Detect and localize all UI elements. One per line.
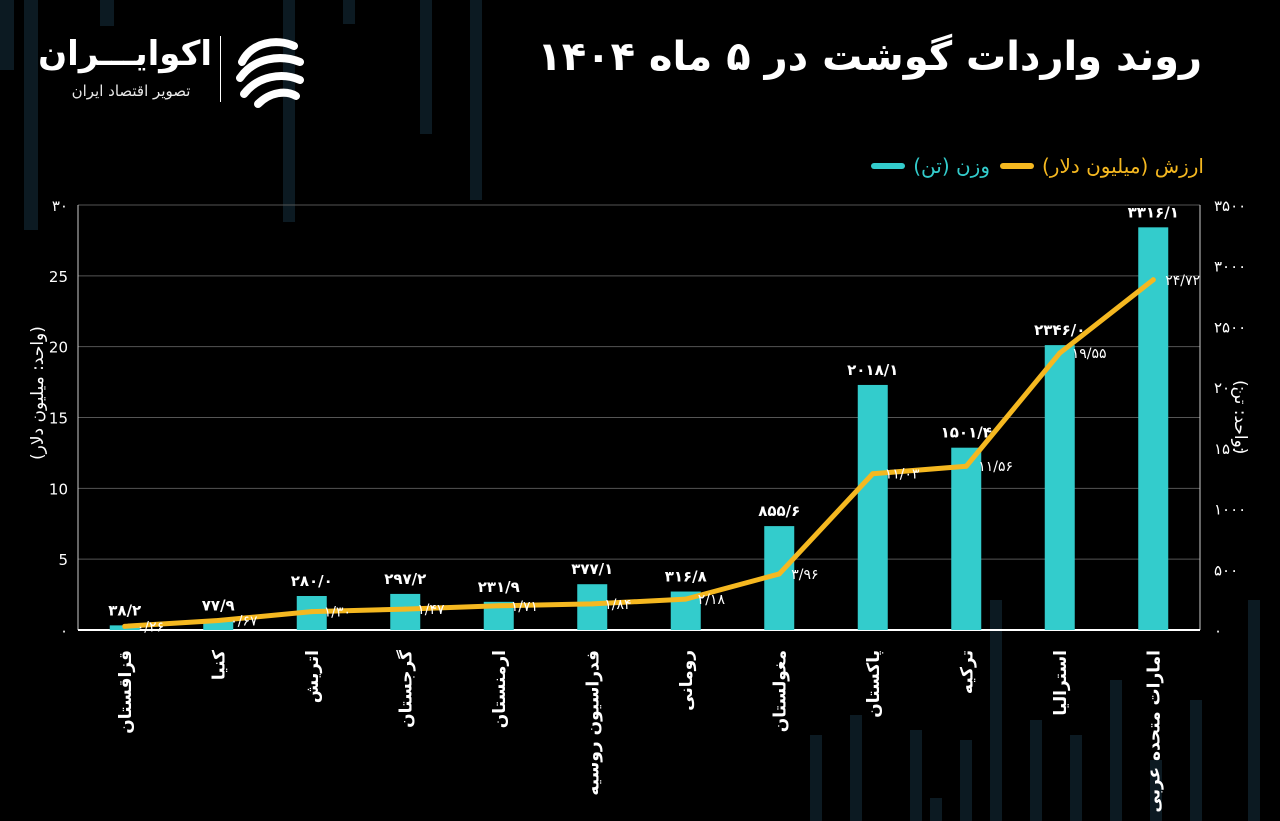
category-label: امارات متحده عربی — [1144, 650, 1164, 813]
left-tick-label: ۳۰ — [52, 197, 68, 215]
logo: اکوایـــران تصویر اقتصاد ایران — [38, 30, 320, 110]
left-tick-label: 25 — [49, 268, 68, 286]
legend-label-value: ارزش (میلیون دلار) — [1041, 154, 1204, 178]
category-label: کنیا — [209, 650, 229, 680]
line-data-label: ۱/۸۴ — [604, 597, 631, 613]
line-point — [683, 596, 689, 602]
bar-data-label: ۳۱۶/۸ — [665, 568, 707, 586]
left-tick-label: 5 — [58, 551, 68, 569]
bar-data-label: ۷۷/۹ — [202, 597, 235, 615]
line-data-label: ۳/۹۶ — [791, 567, 818, 583]
left-tick-label: 15 — [49, 410, 68, 428]
bar-data-label: ۲۸۰/۰ — [291, 572, 333, 590]
line-point — [1150, 277, 1156, 283]
right-tick-label: ۲۰۰۰ — [1214, 379, 1246, 397]
line-data-label: ۲۴/۷۲ — [1165, 273, 1200, 289]
line-point — [215, 618, 221, 624]
category-label: استرالیا — [1051, 650, 1071, 716]
line-data-label: ۱۹/۵۵ — [1072, 346, 1107, 362]
logo-subtitle: تصویر اقتصاد ایران — [71, 82, 191, 100]
bar — [577, 584, 608, 630]
bar-data-label: ۲۳۱/۹ — [478, 578, 520, 596]
bar-data-label: ۱۵۰۱/۴ — [941, 424, 992, 442]
bar-data-label: ۳۸/۲ — [108, 601, 141, 619]
line-data-label: ۱/۳۰ — [324, 605, 351, 621]
right-tick-label: ۱۰۰۰ — [1214, 501, 1246, 519]
right-tick-label: ۳۰۰۰ — [1214, 258, 1246, 276]
category-label: اتریش — [303, 650, 323, 703]
bar-data-label: ۲۰۱۸/۱ — [847, 361, 898, 379]
right-axis-label: (واحد: تن) — [1230, 380, 1250, 455]
left-axis-label: (واحد: میلیون دلار) — [28, 326, 48, 460]
line-point — [1057, 350, 1063, 356]
bar-data-label: ۲۳۴۶/۰ — [1034, 321, 1085, 339]
right-tick-label: ۲۵۰۰ — [1214, 318, 1246, 336]
category-label: پاکستان — [864, 650, 884, 718]
legend-label-weight: وزن (تن) — [913, 154, 990, 178]
bar — [951, 447, 982, 630]
category-label: گرجستان — [395, 650, 416, 728]
left-tick-label: 20 — [49, 339, 68, 357]
category-label: قزاقستان — [116, 650, 136, 734]
bar-data-label: ۳۳۱۶/۱ — [1128, 203, 1179, 221]
line-point — [870, 471, 876, 477]
legend: وزن (تن) ارزش (میلیون دلار) — [871, 150, 1204, 182]
right-tick-label: ۱۵۰۰ — [1214, 440, 1246, 458]
bar-data-label: ۸۵۵/۶ — [758, 502, 800, 520]
bar — [203, 620, 234, 630]
logo-separator — [220, 36, 221, 102]
legend-item-weight: وزن (تن) — [871, 154, 990, 178]
bar — [1138, 227, 1169, 630]
logo-name: اکوایـــران — [38, 34, 212, 74]
category-label: مغولستان — [770, 650, 790, 732]
line-point — [402, 606, 408, 612]
line-data-label: ۱/۷۱ — [511, 599, 538, 615]
line-data-label: ۰/۶۷ — [230, 614, 258, 630]
bar — [857, 384, 888, 630]
series-line-value — [122, 277, 1156, 629]
line-point — [963, 463, 969, 469]
bar-data-label: ۲۹۷/۲ — [384, 570, 426, 588]
right-tick-label: ۵۰۰ — [1214, 561, 1238, 579]
line-data-label: ۱۱/۰۳ — [885, 467, 920, 483]
line-point — [122, 623, 128, 629]
line-data-label: ۰/۲۶ — [137, 619, 164, 635]
line-data-label: ۲/۱۸ — [698, 592, 726, 608]
right-tick-label: ۳۵۰۰ — [1214, 197, 1246, 215]
line-point — [309, 609, 315, 615]
category-label: فدراسیون روسیه — [583, 650, 603, 796]
legend-item-value: ارزش (میلیون دلار) — [999, 154, 1204, 178]
line-point — [776, 571, 782, 577]
left-tick-label: 10 — [49, 480, 68, 498]
logo-mark-icon — [236, 38, 304, 108]
category-label: ترکیه — [957, 650, 977, 694]
right-tick-label: ۰ — [1214, 622, 1222, 640]
legend-swatch-weight — [871, 163, 906, 169]
line-point — [496, 603, 502, 609]
line-point — [589, 601, 595, 607]
bar — [390, 593, 421, 630]
bar — [1044, 345, 1075, 630]
line-data-label: ۱/۴۷ — [417, 602, 445, 618]
bar-data-label: ۳۷۷/۱ — [571, 560, 613, 578]
line-data-label: ۱۱/۵۶ — [978, 459, 1013, 475]
category-label: رومانی — [677, 650, 697, 711]
category-label: ارمنستان — [490, 650, 510, 728]
chart-title: روند واردات گوشت در ۵ ماه ۱۴۰۴ — [537, 34, 1202, 80]
legend-swatch-value — [999, 163, 1034, 169]
left-tick-label: ۰ — [60, 622, 68, 640]
